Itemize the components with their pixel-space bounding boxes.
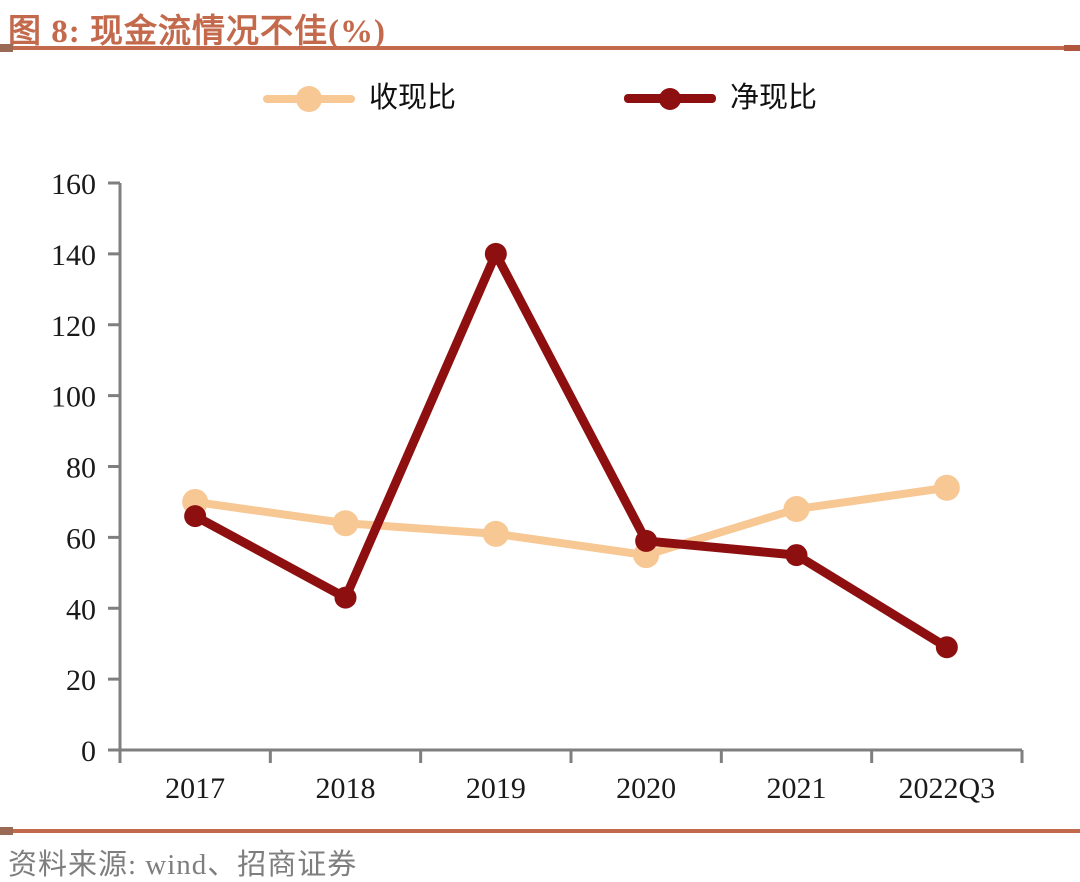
data-point-净现比: [184, 505, 207, 528]
legend-item-shouxianbi: 收现比: [262, 82, 456, 114]
x-axis-tick-label: 2021: [767, 772, 827, 805]
data-point-净现比: [785, 544, 808, 567]
legend-item-jingxianbi: 净现比: [624, 84, 817, 113]
axis-lines: [118, 183, 1022, 752]
chart-legend: 收现比 净现比: [0, 84, 1080, 113]
source-note: 资料来源: wind、招商证券: [8, 849, 358, 881]
x-axis-tick-label: 2020: [616, 772, 676, 805]
legend-dot-jingxianbi: [659, 87, 681, 110]
x-axis-tick-label: 2019: [466, 772, 526, 805]
figure-title: 图 8: 现金流情况不佳(%): [8, 14, 386, 50]
rule-right-notch: [1064, 45, 1080, 51]
data-point-净现比: [935, 636, 958, 659]
y-axis-tick-label: 0: [81, 735, 96, 768]
legend-label-shouxianbi: 收现比: [368, 82, 456, 114]
y-axis-tick-label: 160: [51, 168, 96, 201]
y-axis-tick-label: 100: [51, 381, 96, 414]
y-axis-tick-label: 120: [51, 310, 96, 343]
y-axis-tick-label: 60: [66, 522, 96, 555]
y-axis-tick-label: 20: [66, 664, 96, 697]
y-axis-tick-label: 40: [66, 593, 96, 626]
legend-marker-shouxianbi: [262, 85, 355, 112]
series-line-净现比: [190, 249, 952, 652]
y-axis-tick-label: 140: [51, 239, 96, 272]
data-point-净现比: [635, 529, 658, 552]
title-rule: [0, 44, 1080, 52]
legend-dot-shouxianbi: [295, 85, 322, 112]
data-point-收现比: [783, 496, 810, 523]
data-point-收现比: [482, 520, 509, 547]
x-axis-tick-label: 2017: [165, 772, 225, 805]
x-axis-tick-label: 2018: [316, 772, 376, 805]
data-point-净现比: [334, 586, 357, 609]
footer-rule-left-notch: [0, 827, 13, 835]
legend-label-jingxianbi: 净现比: [730, 82, 818, 114]
data-point-收现比: [332, 510, 359, 537]
x-axis-tick-label: 2022Q3: [898, 772, 995, 805]
y-axis-tick-label: 80: [66, 452, 96, 485]
footer-rule: [0, 827, 1080, 835]
legend-marker-jingxianbi: [624, 87, 716, 110]
rule-left-notch: [0, 44, 13, 52]
data-point-收现比: [933, 474, 960, 501]
data-point-净现比: [484, 242, 507, 265]
series-line-收现比: [191, 483, 951, 560]
